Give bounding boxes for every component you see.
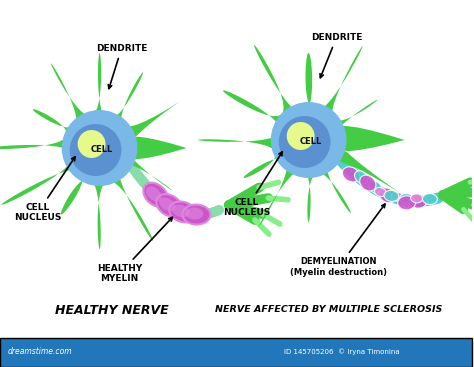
Circle shape: [70, 124, 121, 176]
Text: HEALTHY
MYELIN: HEALTHY MYELIN: [97, 217, 173, 283]
Circle shape: [62, 110, 137, 186]
Ellipse shape: [384, 190, 399, 201]
Ellipse shape: [159, 197, 175, 211]
Text: DENDRITE: DENDRITE: [96, 44, 147, 88]
Text: CELL: CELL: [300, 137, 322, 145]
Ellipse shape: [342, 167, 359, 182]
Text: DEMYELINATION
(Myelin destruction): DEMYELINATION (Myelin destruction): [290, 204, 387, 277]
Text: CELL
NUCLEUS: CELL NUCLEUS: [14, 157, 75, 222]
Circle shape: [279, 116, 330, 168]
Ellipse shape: [172, 205, 190, 217]
Ellipse shape: [146, 186, 162, 201]
Polygon shape: [198, 45, 405, 227]
Ellipse shape: [144, 183, 168, 207]
Ellipse shape: [355, 171, 368, 184]
Ellipse shape: [409, 194, 427, 208]
Ellipse shape: [156, 194, 182, 217]
Ellipse shape: [361, 177, 372, 187]
Text: HEALTHY NERVE: HEALTHY NERVE: [55, 304, 168, 316]
Polygon shape: [0, 53, 187, 249]
FancyBboxPatch shape: [0, 338, 472, 367]
Ellipse shape: [360, 175, 376, 191]
Text: CELL
NUCLEUS: CELL NUCLEUS: [223, 152, 282, 217]
Text: CELL: CELL: [91, 145, 113, 153]
Ellipse shape: [400, 193, 414, 205]
Text: dreamstime.com: dreamstime.com: [8, 348, 73, 356]
Text: NERVE AFFECTED BY MULTIPLE SCLEROSIS: NERVE AFFECTED BY MULTIPLE SCLEROSIS: [215, 305, 442, 315]
Ellipse shape: [185, 208, 203, 219]
Ellipse shape: [169, 201, 196, 222]
Text: DENDRITE: DENDRITE: [311, 33, 362, 78]
Ellipse shape: [391, 192, 403, 201]
Ellipse shape: [398, 196, 416, 210]
Ellipse shape: [374, 188, 386, 197]
Circle shape: [271, 102, 346, 178]
Ellipse shape: [379, 188, 396, 203]
Ellipse shape: [182, 204, 210, 225]
Circle shape: [78, 130, 106, 158]
Ellipse shape: [369, 181, 382, 194]
Ellipse shape: [422, 193, 438, 204]
Ellipse shape: [410, 194, 422, 203]
Circle shape: [287, 122, 315, 150]
Text: ID 145705206  © Iryna Timonina: ID 145705206 © Iryna Timonina: [284, 349, 400, 355]
